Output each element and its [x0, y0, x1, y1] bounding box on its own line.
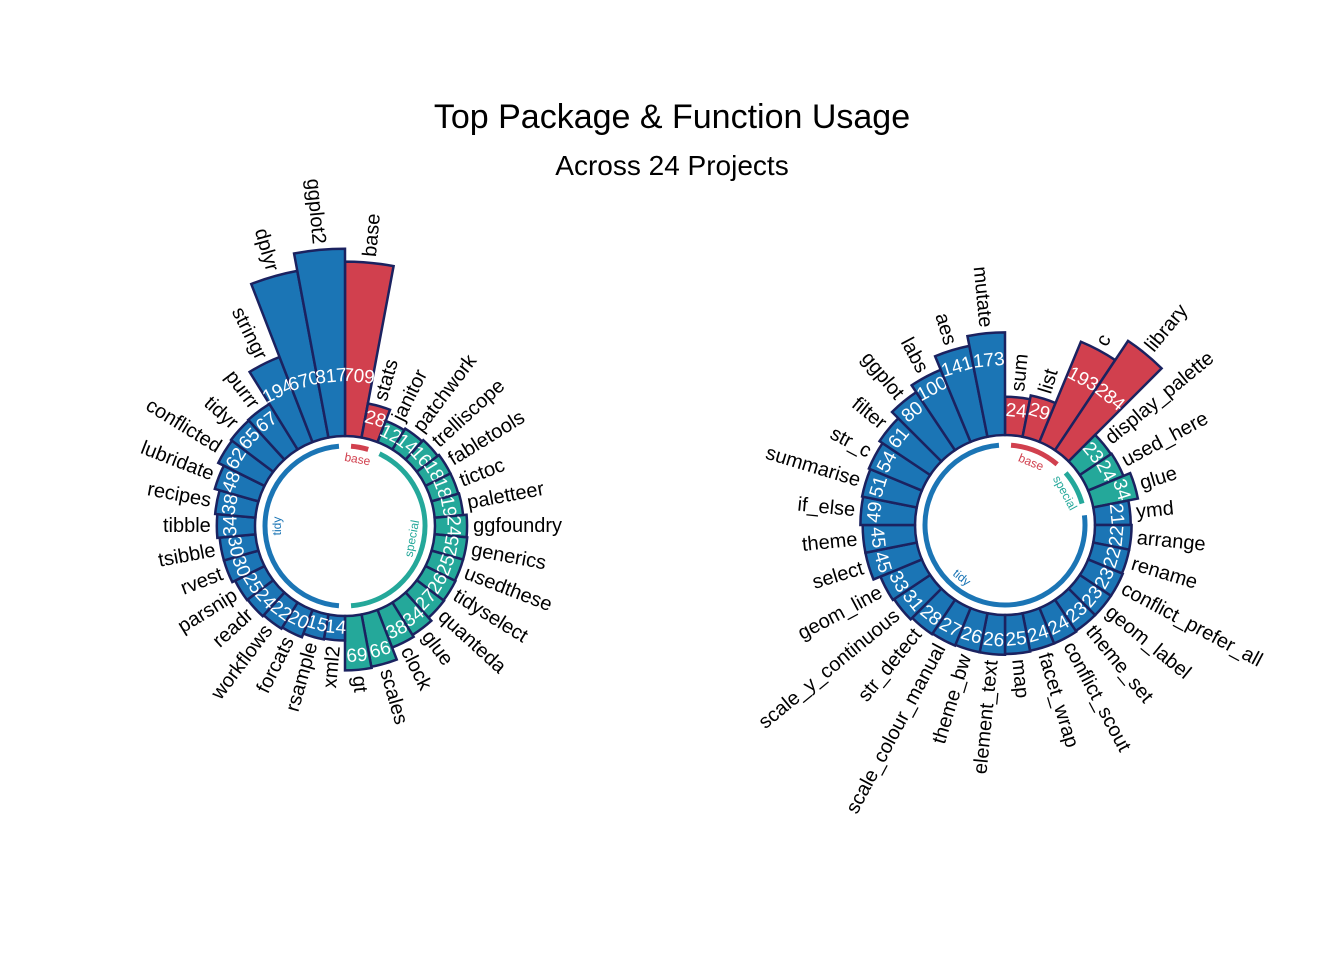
packages-polar-chart: 709base28stats12janitor14patchwork16trel…: [138, 178, 562, 727]
chart-title: Top Package & Function Usage: [433, 98, 911, 136]
value-label-ggplot2: 817: [314, 365, 348, 389]
category-label-base: base: [359, 213, 385, 258]
bar-mutate: [965, 331, 1007, 439]
value-label-ggfoundry: 24: [443, 515, 464, 537]
category-label-recipes: recipes: [146, 478, 213, 511]
category-label-mutate: mutate: [969, 265, 997, 328]
category-label-tibble: tibble: [163, 515, 211, 537]
group-arc-special: [350, 451, 428, 609]
group-arc-base: [350, 443, 369, 452]
value-label-gt: 69: [346, 644, 369, 667]
category-label-library: library: [1141, 300, 1193, 356]
category-label-xml2: xml2: [319, 645, 345, 689]
group-label-special: special: [402, 519, 423, 558]
category-label-element-text: element_text: [970, 659, 1003, 776]
category-label-scales: scales: [375, 667, 412, 728]
bar-stats: [360, 402, 392, 444]
value-label-sum: 24: [1005, 400, 1029, 423]
group-label-special: special: [1050, 473, 1080, 513]
category-label-glue: glue: [1137, 462, 1180, 494]
bar-library: [1053, 339, 1164, 464]
category-label-ymd: ymd: [1135, 497, 1175, 523]
group-arc-special: [1063, 471, 1085, 505]
value-label-tibble: 34: [220, 515, 241, 537]
value-label-if-else: 49: [864, 501, 887, 524]
category-label-arrange: arrange: [1136, 527, 1207, 556]
value-label-base: 709: [342, 365, 376, 389]
category-label-sum: sum: [1007, 353, 1033, 393]
bar-glue: [1086, 471, 1140, 509]
chart-subtitle: Across 24 Projects: [555, 150, 789, 181]
value-label-map: 25: [1005, 628, 1028, 651]
category-label-filter: filter: [848, 393, 891, 434]
value-label-element-text: 26: [982, 629, 1005, 652]
category-label-select: select: [810, 557, 867, 593]
category-label-ggplot2: ggplot2: [302, 178, 330, 245]
category-label-theme: theme: [801, 529, 858, 556]
value-label-mutate: 173: [972, 349, 1006, 373]
bar-ggplot2: [292, 247, 347, 439]
value-label-tsibble: 30: [223, 534, 248, 559]
category-label-gt: gt: [348, 675, 371, 694]
category-label-dplyr: dplyr: [250, 226, 283, 274]
category-label-str-c: str_c: [826, 423, 875, 463]
group-arc-tidy: [922, 442, 1088, 608]
bar-gt: [343, 613, 373, 672]
group-label-tidy: tidy: [270, 517, 284, 536]
category-label-if-else: if_else: [797, 494, 857, 522]
group-arc-tidy: [262, 443, 340, 609]
value-label-ymd: 21: [1105, 502, 1128, 525]
value-label-theme: 45: [866, 526, 889, 549]
value-label-arrange: 22: [1106, 524, 1129, 547]
category-label-aes: aes: [930, 310, 960, 347]
group-arc-base: [1010, 442, 1059, 467]
bar-base: [343, 260, 396, 439]
value-label-xml2: 14: [324, 616, 347, 639]
category-label-labs: labs: [896, 334, 933, 377]
category-label-ggfoundry: ggfoundry: [473, 515, 562, 537]
category-label-map: map: [1007, 658, 1033, 699]
group-label-base: base: [343, 450, 371, 469]
category-label-list: list: [1035, 366, 1063, 396]
